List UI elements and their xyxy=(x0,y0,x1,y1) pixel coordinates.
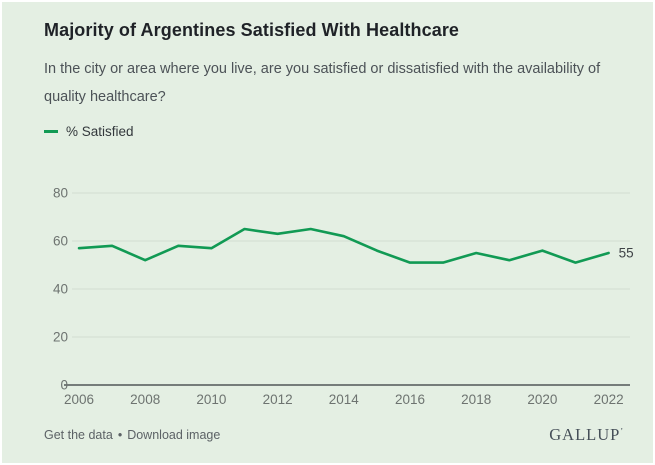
y-tick-label-60: 60 xyxy=(53,234,68,249)
x-tick-label-2006: 2006 xyxy=(64,392,94,407)
download-image-link[interactable]: Download image xyxy=(127,428,221,442)
x-tick-label-2012: 2012 xyxy=(263,392,293,407)
gallup-trademark: ’ xyxy=(620,426,623,436)
y-tick-label-80: 80 xyxy=(53,186,68,201)
x-tick-label-2018: 2018 xyxy=(461,392,491,407)
get-the-data-link[interactable]: Get the data xyxy=(44,428,113,442)
legend-label: % Satisfied xyxy=(66,124,134,139)
y-tick-label-40: 40 xyxy=(53,282,68,297)
page-title: Majority of Argentines Satisfied With He… xyxy=(44,20,460,40)
x-tick-label-2010: 2010 xyxy=(196,392,226,407)
x-tick-label-2020: 2020 xyxy=(527,392,557,407)
legend-line-swatch-icon xyxy=(44,130,58,133)
chart-subtitle: In the city or area where you live, are … xyxy=(44,61,601,105)
series-line-satisfied xyxy=(77,227,610,264)
legend: % Satisfied xyxy=(44,124,134,139)
gallup-logo: GALLUP’ xyxy=(549,425,623,445)
line-chart-svg: 0 20 40 60 80 2006 2008 2010 2012 2014 2016 2018 202… xyxy=(53,186,634,408)
y-tick-label-20: 20 xyxy=(53,330,68,345)
x-tick-label-2022: 2022 xyxy=(594,392,624,407)
x-tick-label-2008: 2008 xyxy=(130,392,160,407)
footer-links: Get the data • Download image xyxy=(44,428,220,442)
x-tick-label-2016: 2016 xyxy=(395,392,425,407)
y-tick-label-0: 0 xyxy=(60,378,68,393)
gallup-wordmark: GALLUP xyxy=(549,425,621,444)
footer-separator: • xyxy=(117,428,123,442)
x-tick-label-2014: 2014 xyxy=(329,392,360,407)
end-value-label: 55 xyxy=(619,246,634,261)
line-chart: 0 20 40 60 80 2006 2008 2010 2012 2014 2016 2018 202… xyxy=(42,166,642,416)
